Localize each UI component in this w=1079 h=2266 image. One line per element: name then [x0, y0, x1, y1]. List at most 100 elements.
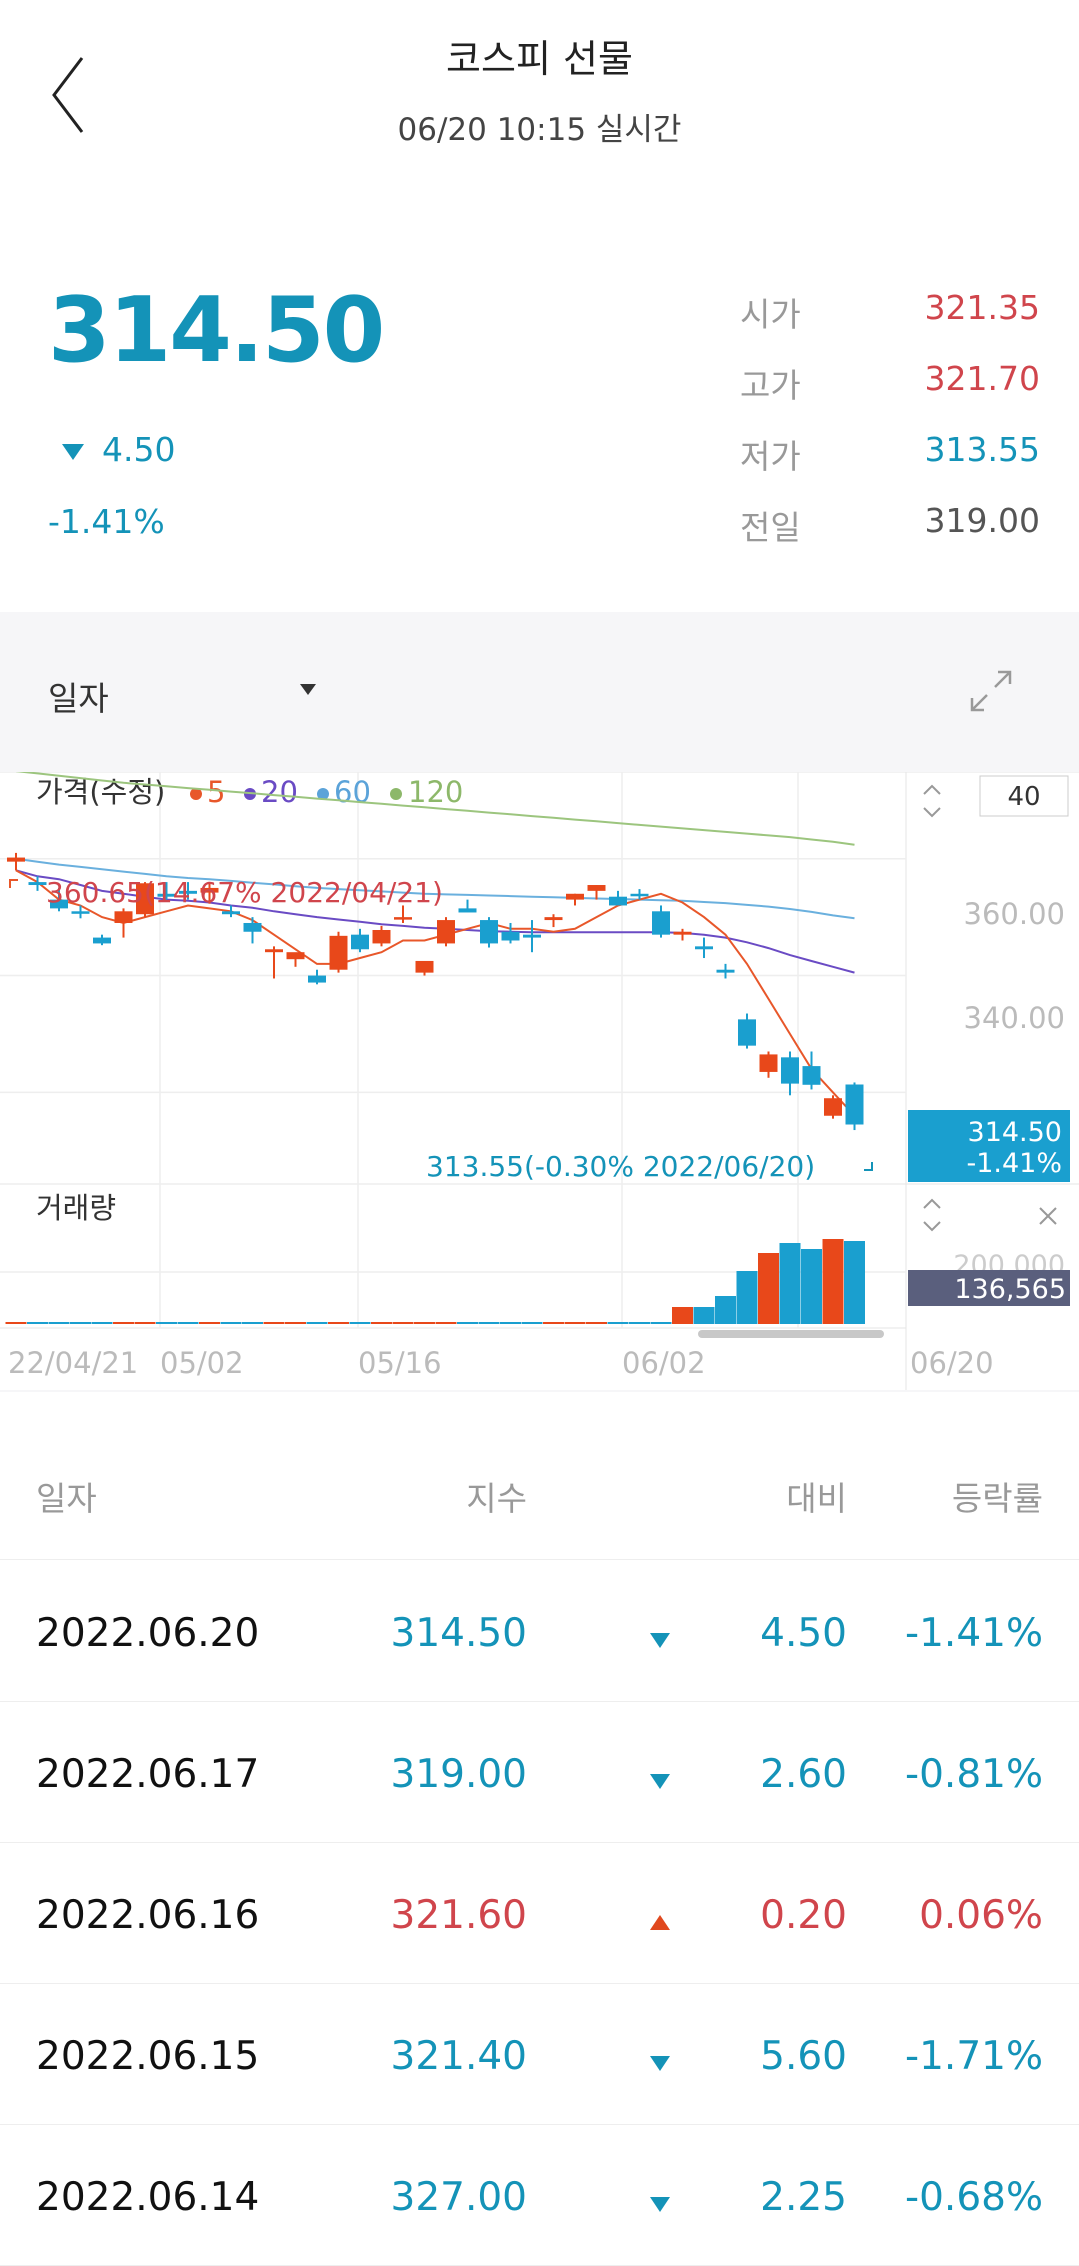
- candle-body: [136, 883, 154, 915]
- candle: [587, 885, 606, 900]
- row-diff: 2.25: [760, 2175, 847, 2220]
- chart-scrollbar[interactable]: [698, 1330, 884, 1338]
- volume-bar: [844, 1241, 865, 1324]
- candle: [136, 882, 154, 918]
- table-row[interactable]: 2022.06.15 321.40 5.60 -1.71%: [0, 1984, 1079, 2125]
- candle: [437, 917, 455, 947]
- volume-last-badge: [908, 1270, 1070, 1306]
- candle: [738, 1013, 756, 1049]
- candle: [523, 920, 541, 953]
- col-diff: 대비: [786, 1479, 847, 1518]
- table-header: 일자 지수 대비 등락률: [0, 1420, 1079, 1560]
- down-triangle-icon: [650, 1633, 670, 1648]
- last-price-value: 314.50: [968, 1117, 1062, 1148]
- candle: [759, 1051, 778, 1078]
- y-tick-label: 360.00: [964, 897, 1065, 931]
- period-select[interactable]: 일자: [48, 679, 109, 718]
- candle-body: [824, 1098, 842, 1116]
- volume-bar: [328, 1322, 349, 1324]
- page-title: 코스피 선물: [446, 37, 633, 81]
- candle: [695, 937, 713, 959]
- count-input[interactable]: [979, 775, 1069, 817]
- price-change-percent: -1.41%: [48, 502, 165, 541]
- volume-bar: [822, 1239, 844, 1324]
- ohlc-row-open: 시가 321.35: [740, 288, 1040, 359]
- volume-bar: [650, 1322, 672, 1324]
- price-updown-icon[interactable]: [923, 784, 941, 818]
- volume-bar: [801, 1249, 822, 1324]
- back-arrow-icon[interactable]: [40, 50, 100, 140]
- chart-canvas[interactable]: 가격(수정) 5 20 60 120 360.65(14.67% 2022/04…: [0, 772, 1079, 1392]
- volume-bar: [414, 1322, 435, 1324]
- candle: [71, 905, 90, 919]
- up-triangle-icon: [650, 1915, 670, 1930]
- header: 코스피 선물 06/20 10:15 실시간: [0, 0, 1079, 180]
- candle-body: [630, 893, 649, 897]
- candle-body: [609, 896, 627, 906]
- candle-body: [286, 952, 305, 960]
- candle: [286, 952, 305, 967]
- row-date: 2022.06.17: [36, 1752, 260, 1797]
- volume-bar: [91, 1322, 113, 1324]
- down-triangle-icon: [62, 443, 84, 460]
- table-row[interactable]: 2022.06.17 319.00 2.60 -0.81%: [0, 1702, 1079, 1843]
- row-index-value: 321.40: [390, 2034, 527, 2079]
- volume-bar: [500, 1322, 521, 1324]
- row-rate: -0.68%: [905, 2175, 1043, 2220]
- legend-ma120: 120: [408, 775, 463, 809]
- table-row[interactable]: 2022.06.14 327.00 2.25 -0.68%: [0, 2125, 1079, 2266]
- candle-body: [179, 890, 197, 894]
- ohlc-summary: 시가 321.35 고가 321.70 저가 313.55 전일 319.00: [740, 288, 1040, 572]
- ohlc-label: 저가: [740, 437, 801, 476]
- x-tick-label: 05/02: [160, 1346, 244, 1380]
- legend-ma20: 20: [261, 775, 298, 809]
- col-rate: 등락률: [951, 1479, 1043, 1518]
- candle: [458, 899, 477, 913]
- row-index-value: 327.00: [390, 2175, 527, 2220]
- ma5-line: [15, 869, 856, 1117]
- candle-body: [71, 911, 90, 914]
- candle: [351, 928, 369, 953]
- legend-dot-ma5: [190, 788, 202, 800]
- low-marker-icon: [864, 1162, 873, 1171]
- candle: [566, 893, 584, 906]
- table-row[interactable]: 2022.06.20 314.50 4.50 -1.41%: [0, 1561, 1079, 1702]
- volume-updown-icon[interactable]: [923, 1198, 941, 1232]
- down-triangle-icon: [650, 2056, 670, 2071]
- y-tick-label: 340.00: [964, 1001, 1065, 1035]
- expand-icon[interactable]: [968, 668, 1014, 714]
- chevron-down-icon[interactable]: [300, 684, 316, 695]
- volume-last-value: 136,565: [954, 1274, 1066, 1305]
- candle-body: [308, 975, 326, 983]
- volume-bar: [220, 1322, 242, 1324]
- candle-body: [7, 857, 25, 862]
- x-tick-label: 05/16: [358, 1346, 442, 1380]
- row-rate: -0.81%: [905, 1752, 1043, 1797]
- row-index-value: 321.60: [390, 1893, 527, 1938]
- table-row[interactable]: 2022.06.16 321.60 0.20 0.06%: [0, 1843, 1079, 1984]
- candle: [265, 946, 283, 979]
- candle-body: [415, 960, 434, 973]
- volume-bar: [177, 1322, 199, 1324]
- candle-body: [673, 931, 692, 935]
- candle-body: [157, 893, 176, 897]
- ma60-line: [15, 857, 855, 920]
- close-icon[interactable]: [1039, 1207, 1057, 1225]
- volume-bar: [199, 1322, 220, 1324]
- row-date: 2022.06.15: [36, 2034, 260, 2079]
- volume-bar: [27, 1322, 48, 1324]
- candle: [781, 1051, 799, 1096]
- ohlc-label: 고가: [740, 366, 801, 405]
- price-chart[interactable]: 가격(수정) 5 20 60 120 360.65(14.67% 2022/04…: [0, 772, 1079, 1392]
- volume-bar: [435, 1322, 457, 1324]
- candle: [716, 963, 735, 979]
- price-change-value: 4.50: [102, 430, 176, 469]
- candle: [544, 914, 563, 928]
- candle-body: [351, 934, 369, 950]
- row-date: 2022.06.14: [36, 2175, 260, 2220]
- volume-bar: [285, 1322, 306, 1324]
- candle: [7, 852, 25, 871]
- candle-body: [652, 911, 670, 935]
- legend-dot-ma120: [390, 788, 402, 800]
- candle-body: [480, 920, 498, 944]
